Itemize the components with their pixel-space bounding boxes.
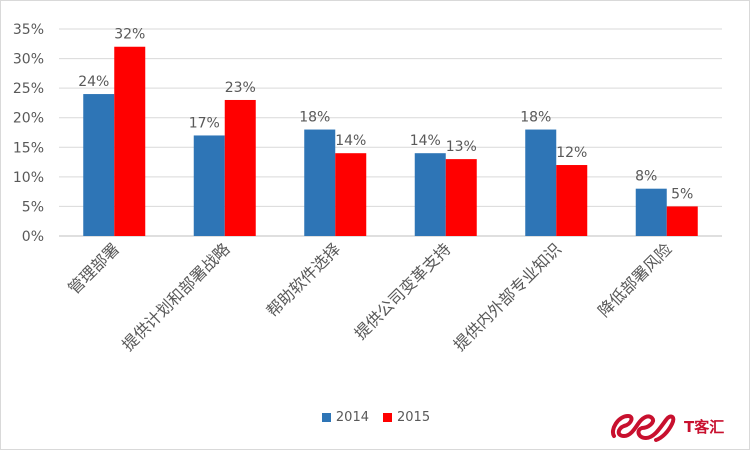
x-tick-label: 降低部署风险 [594, 239, 675, 320]
x-tick-label: 提供公司变革支持 [351, 239, 455, 343]
data-label-2014: 18% [520, 110, 551, 126]
y-tick-label: 0% [22, 229, 44, 245]
legend-swatch-2015 [383, 413, 392, 422]
y-tick-label: 30% [13, 52, 44, 68]
bar-2015 [224, 99, 256, 236]
data-label-2015: 32% [114, 27, 145, 43]
x-tick-label: 提供内外部专业知识 [450, 239, 565, 354]
data-label-2014: 8% [635, 169, 657, 185]
legend-item-2015: 2015 [383, 410, 430, 425]
bar-2015 [114, 46, 146, 236]
watermark-text: T客汇 [684, 417, 725, 436]
bar-2015 [335, 153, 367, 236]
legend-item-2014: 2014 [321, 410, 369, 425]
bar-2015 [556, 165, 588, 236]
gridlines [59, 28, 722, 237]
data-label-2015: 13% [446, 139, 477, 155]
bar-series [83, 46, 698, 236]
ee-script-logo-icon [611, 413, 676, 442]
data-label-2015: 14% [335, 133, 366, 149]
legend: 2014 2015 [0, 410, 752, 425]
y-tick-label: 35% [13, 22, 44, 38]
legend-swatch-2014 [321, 413, 331, 422]
y-tick-label: 10% [13, 170, 44, 186]
bar-2015 [445, 159, 477, 236]
data-label-2014: 14% [410, 133, 441, 149]
data-label-2014: 24% [78, 74, 109, 90]
y-axis-tick-labels: 0% 5% 10% 15% 20% 25% 30% 35% [13, 22, 44, 245]
bar-2015 [666, 206, 698, 236]
watermark: T客汇 [608, 406, 748, 446]
y-tick-label: 20% [13, 111, 44, 127]
x-tick-label: 提供计划和部署战略 [118, 239, 233, 354]
y-tick-label: 5% [22, 199, 44, 215]
bar-2014 [414, 153, 446, 236]
y-tick-label: 25% [13, 81, 44, 97]
bar-2014 [304, 129, 336, 236]
data-label-2014: 17% [189, 115, 220, 131]
bar-2014 [525, 129, 557, 236]
y-tick-label: 15% [13, 140, 44, 156]
data-labels: 24% 17% 18% 14% 18% 8% 32% 23% 14% 13% 12% 5% [78, 27, 693, 203]
x-tick-label: 管理部署 [64, 239, 123, 298]
bar-2014 [635, 188, 667, 236]
bar-2014 [193, 135, 225, 236]
data-label-2015: 23% [225, 80, 256, 96]
data-label-2014: 18% [299, 110, 330, 126]
data-label-2015: 12% [556, 145, 587, 161]
data-label-2015: 5% [671, 186, 693, 202]
x-tick-label: 帮助软件选择 [263, 239, 344, 320]
bar-2014 [83, 94, 115, 236]
legend-label-2015: 2015 [397, 410, 431, 425]
legend-label-2014: 2014 [335, 410, 369, 425]
